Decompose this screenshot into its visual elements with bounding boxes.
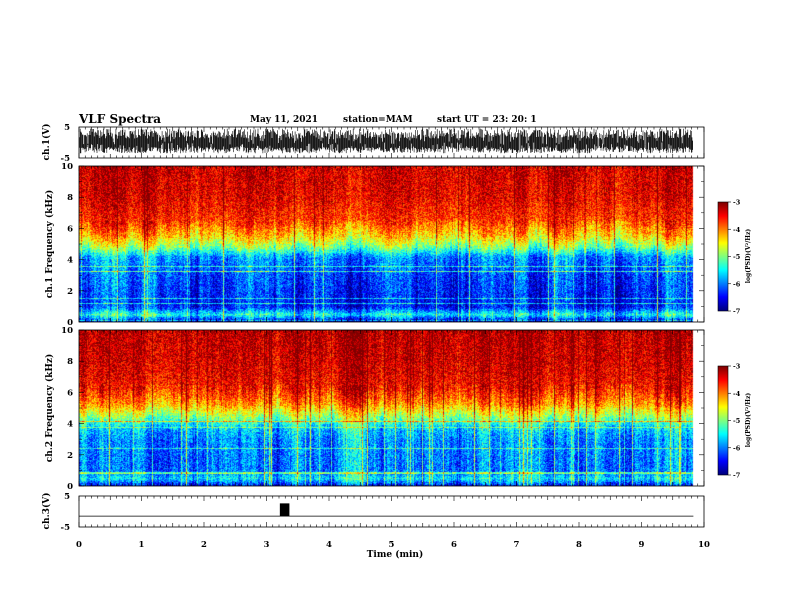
station-label: station=MAM [343, 115, 413, 125]
time-tick-label: 4 [326, 540, 332, 550]
colorbar-tick-label: -5 [733, 253, 741, 261]
ch1-spectrogram-image [79, 166, 704, 322]
frequency-tick-label: 4 [67, 256, 73, 266]
time-tick-label: 8 [576, 540, 582, 550]
frequency-tick-label: 8 [67, 193, 73, 203]
ch2-spectrogram-panel: 0 2 4 6 8 10 ch.2 Frequency (kHz) [44, 326, 705, 492]
ch2-colorbar-gradient [718, 366, 728, 475]
time-tick-label: 1 [139, 540, 145, 550]
ch3-waveform-ticks [78, 496, 705, 527]
ch1-spectrogram-ticks [78, 166, 705, 322]
ch2-spectrogram-frame [78, 329, 705, 487]
time-tick-label: 3 [264, 540, 270, 550]
colorbar-tick-label: -3 [733, 363, 741, 371]
ch3-waveform-trace [79, 503, 694, 517]
ch3-waveform-ylabel: ch.3(V) [41, 493, 52, 530]
colorbar-tick-label: -4 [733, 390, 741, 398]
ch1-spectrogram-panel: 0 2 4 6 8 10 ch.1 Frequency (kHz) [44, 162, 705, 328]
colorbar-tick-label: -4 [733, 226, 741, 234]
time-axis-label: Time (min) [367, 549, 424, 560]
time-tick-label: 0 [76, 540, 82, 550]
time-tick-label: 10 [698, 540, 710, 550]
colorbar-tick-label: -5 [733, 417, 741, 425]
colorbar-tick-label: -7 [733, 308, 740, 316]
frequency-tick-label: 2 [67, 451, 73, 461]
frequency-tick-label: 6 [67, 388, 73, 398]
ch2-colorbar-label: log(PSD)(V²/Hz) [745, 393, 752, 448]
start-time-label: start UT = 23: 20: 1 [437, 115, 537, 125]
frequency-tick-label: 10 [61, 162, 73, 172]
time-tick-label: 6 [451, 540, 457, 550]
ch2-frequency-ylabel: ch.2 Frequency (kHz) [44, 354, 55, 463]
ch1-waveform-panel: 5 -5 ch.1(V) [41, 123, 705, 164]
frequency-tick-label: 0 [67, 318, 73, 328]
colorbar-tick-label: -7 [733, 472, 740, 480]
ch1-colorbar: -3 -4 -5 -6 -7 log(PSD)(V²/Hz) [717, 199, 752, 316]
time-tick-label: 7 [514, 540, 520, 550]
ch2-frequency-tick-labels: 0 2 4 6 8 10 [61, 326, 704, 492]
frequency-tick-label: 0 [67, 482, 73, 492]
colorbar-tick-label: -6 [733, 280, 741, 288]
ch1-waveform-ylabel: ch.1(V) [41, 124, 52, 161]
ch3-ytick-bottom: -5 [61, 523, 71, 533]
frequency-tick-label: 4 [67, 420, 73, 430]
ch2-spectrogram-image [79, 330, 704, 486]
ch1-waveform-ticks [78, 127, 705, 158]
ch1-spectrogram-frame [78, 165, 705, 323]
ch1-colorbar-frame [717, 201, 729, 312]
ch1-frequency-ylabel: ch.1 Frequency (kHz) [44, 190, 55, 299]
ch1-ytick-bottom: -5 [61, 154, 71, 164]
frequency-tick-label: 10 [61, 326, 73, 336]
ch1-colorbar-label: log(PSD)(V²/Hz) [745, 229, 752, 284]
time-tick-label: 9 [639, 540, 645, 550]
ch3-waveform-panel: 5 -5 ch.3(V) 0 1 2 3 4 5 6 7 8 9 10 Time (min) [41, 492, 710, 560]
frequency-tick-label: 2 [67, 287, 73, 297]
ch1-waveform-trace [79, 128, 693, 154]
ch1-frequency-tick-labels: 0 2 4 6 8 10 [61, 162, 704, 328]
date-label: May 11, 2021 [250, 115, 318, 125]
ch2-colorbar-ticks: -3 -4 -5 -6 -7 [728, 363, 741, 480]
ch1-ytick-top: 5 [64, 123, 70, 133]
ch2-colorbar-frame [717, 365, 729, 476]
colorbar-tick-label: -6 [733, 444, 741, 452]
ch1-colorbar-gradient [718, 202, 728, 311]
figure-title: VLF Spectra [78, 112, 161, 126]
ch3-ytick-top: 5 [64, 492, 70, 502]
colorbar-tick-label: -3 [733, 199, 741, 207]
ch2-spectrogram-ticks [78, 330, 705, 486]
time-axis-tick-labels: 0 1 2 3 4 5 6 7 8 9 10 [76, 540, 710, 550]
ch2-colorbar: -3 -4 -5 -6 -7 log(PSD)(V²/Hz) [717, 363, 752, 480]
frequency-tick-label: 6 [67, 224, 73, 234]
time-tick-label: 5 [389, 540, 395, 550]
ch1-colorbar-ticks: -3 -4 -5 -6 -7 [728, 199, 741, 316]
frequency-tick-label: 8 [67, 357, 73, 367]
time-tick-label: 2 [201, 540, 207, 550]
